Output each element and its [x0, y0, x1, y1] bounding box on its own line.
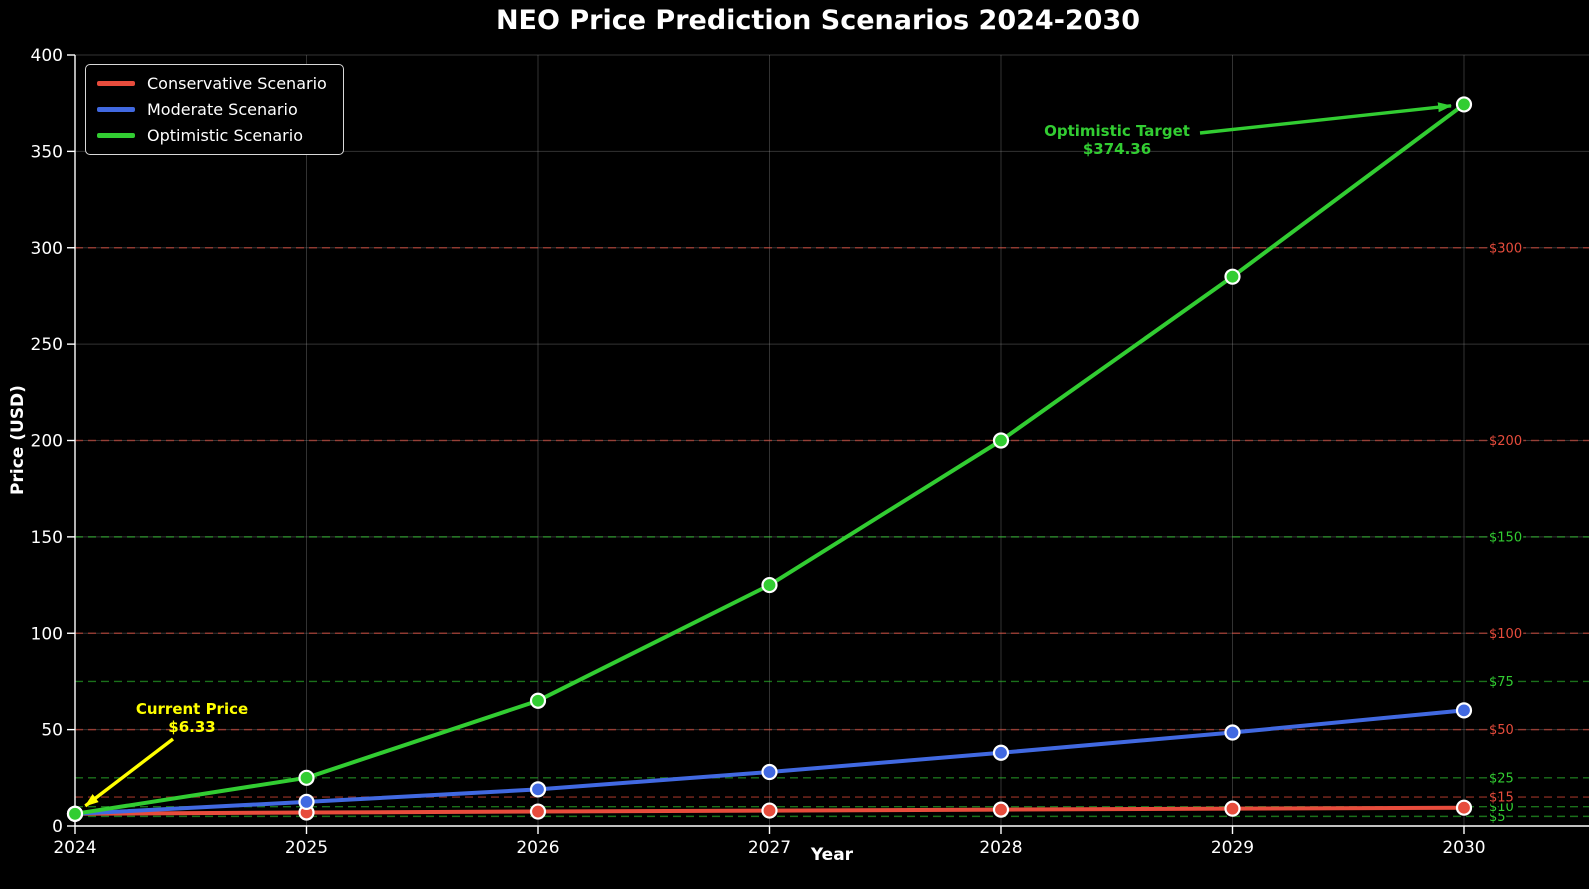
level-label-$150: $150 [1489, 530, 1522, 545]
y-tick-label-0: 0 [52, 817, 63, 837]
point-moderate-scenario-2026 [529, 781, 547, 798]
legend-item-conservative-scenario: Conservative Scenario [97, 74, 327, 93]
x-tick-label-2027: 2027 [748, 838, 791, 858]
y-tick-label-200: 200 [31, 432, 63, 452]
point-optimistic-scenario-2024 [66, 805, 84, 822]
annotation-arrow-optimistic-target [1199, 102, 1453, 135]
point-moderate-scenario-2025 [298, 793, 315, 811]
x-tick-label-2026: 2026 [516, 838, 559, 858]
legend-swatch [97, 107, 135, 112]
y-axis-title: Price (USD) [8, 385, 28, 495]
annotation-current-price: Current Price $6.33 [136, 700, 248, 736]
x-tick-label-2030: 2030 [1442, 838, 1485, 858]
data-series [66, 96, 1473, 822]
annotation-arrow-current-price [84, 737, 175, 808]
y-tick-label-100: 100 [31, 624, 63, 644]
legend-swatch [97, 81, 135, 86]
annotation-line: Current Price [135, 700, 249, 718]
y-tick-label-50: 50 [41, 721, 63, 741]
level-label-$300: $300 [1489, 241, 1522, 256]
level-label-$10: $10 [1489, 800, 1514, 815]
point-moderate-scenario-2027 [761, 763, 778, 781]
point-conservative-scenario-2030 [1455, 799, 1473, 816]
axes-spines: 0 50 100 150 200 250 300 350 400 2024 2025 2026 2027… [31, 46, 1589, 858]
y-tick-label-400: 400 [31, 46, 63, 66]
point-optimistic-scenario-2030 [1455, 96, 1473, 113]
annotation-optimistic-target: Optimistic Target $374.36 [1044, 122, 1190, 158]
level-label-$75: $75 [1489, 675, 1514, 690]
point-conservative-scenario-2028 [992, 801, 1010, 818]
chart-title: NEO Price Prediction Scenarios 2024-2030 [495, 5, 1141, 36]
point-optimistic-scenario-2027 [761, 576, 778, 594]
level-label-$50: $50 [1489, 723, 1514, 738]
legend-item-optimistic-scenario: Optimistic Scenario [97, 126, 327, 145]
x-tick-label-2024: 2024 [53, 838, 96, 858]
annotation-line: $374.36 [1082, 140, 1152, 158]
x-tick-label-2025: 2025 [285, 838, 328, 858]
point-conservative-scenario-2026 [529, 803, 547, 820]
level-label-$5: $5 [1489, 810, 1506, 825]
level-label-$25: $25 [1489, 771, 1514, 786]
point-optimistic-scenario-2028 [992, 432, 1010, 449]
y-tick-label-350: 350 [31, 142, 63, 162]
point-optimistic-scenario-2026 [529, 692, 547, 709]
point-optimistic-scenario-2029 [1224, 268, 1241, 285]
y-tick-label-300: 300 [31, 239, 63, 259]
annotation-line: Optimistic Target [1044, 122, 1190, 140]
point-moderate-scenario-2028 [992, 744, 1010, 761]
x-axis-title: Year [810, 845, 854, 865]
point-moderate-scenario-2029 [1224, 724, 1241, 741]
level-label-$15: $15 [1489, 791, 1514, 806]
annotation-arrows [84, 102, 1453, 808]
y-tick-label-250: 250 [31, 335, 63, 355]
level-label-$200: $200 [1489, 434, 1522, 449]
point-moderate-scenario-2030 [1455, 702, 1473, 719]
legend-label: Optimistic Scenario [147, 126, 303, 145]
point-optimistic-scenario-2025 [298, 769, 315, 786]
legend-label: Conservative Scenario [147, 74, 327, 93]
price-level-lines: $5$10$15 $25 $50 $75 $100 $150 $200 $300 [75, 239, 1589, 827]
level-label-$100: $100 [1489, 627, 1522, 642]
x-tick-label-2028: 2028 [979, 838, 1022, 858]
legend-label: Moderate Scenario [147, 100, 298, 119]
y-tick-label-150: 150 [31, 528, 63, 548]
legend-swatch [97, 133, 135, 138]
x-tick-label-2029: 2029 [1211, 838, 1254, 858]
legend-item-moderate-scenario: Moderate Scenario [97, 100, 327, 119]
point-conservative-scenario-2027 [761, 802, 778, 819]
point-conservative-scenario-2029 [1224, 800, 1241, 817]
annotation-line: $6.33 [168, 718, 216, 736]
legend: Conservative Scenario Moderate Scenario Op… [85, 64, 344, 155]
